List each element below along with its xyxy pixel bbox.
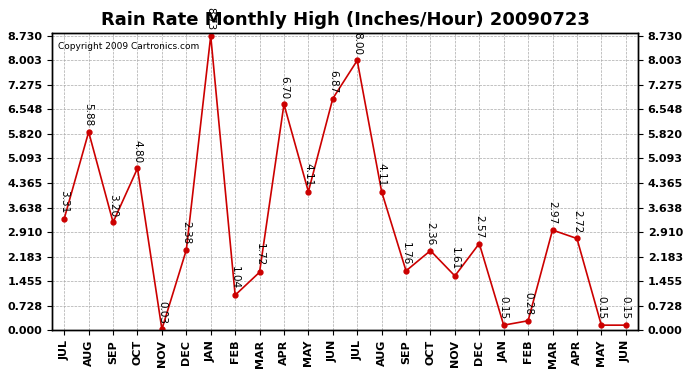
Text: 4.11: 4.11 — [304, 163, 313, 186]
Text: 1.04: 1.04 — [230, 267, 240, 290]
Text: 1.72: 1.72 — [255, 243, 264, 267]
Text: 6.87: 6.87 — [328, 70, 338, 93]
Text: 6.70: 6.70 — [279, 76, 289, 99]
Text: 2.57: 2.57 — [474, 215, 484, 238]
Text: 0.28: 0.28 — [523, 292, 533, 315]
Text: 1.61: 1.61 — [450, 247, 460, 270]
Text: 2.97: 2.97 — [547, 201, 558, 225]
Text: Copyright 2009 Cartronics.com: Copyright 2009 Cartronics.com — [58, 42, 199, 51]
Text: 2.72: 2.72 — [572, 210, 582, 233]
Text: 3.31: 3.31 — [59, 190, 69, 213]
Text: 2.38: 2.38 — [181, 221, 191, 245]
Title: Rain Rate Monthly High (Inches/Hour) 20090723: Rain Rate Monthly High (Inches/Hour) 200… — [101, 10, 589, 28]
Text: 4.11: 4.11 — [377, 163, 386, 186]
Text: 0.15: 0.15 — [621, 297, 631, 320]
Text: 3.20: 3.20 — [108, 194, 118, 217]
Text: 2.36: 2.36 — [426, 222, 435, 245]
Text: 1.76: 1.76 — [401, 242, 411, 265]
Text: 0.15: 0.15 — [499, 297, 509, 320]
Text: 0.03: 0.03 — [157, 301, 167, 324]
Text: 8.73: 8.73 — [206, 7, 216, 30]
Text: 0.15: 0.15 — [596, 297, 607, 320]
Text: 5.88: 5.88 — [83, 103, 94, 126]
Text: 4.80: 4.80 — [132, 140, 143, 163]
Text: 8.00: 8.00 — [352, 32, 362, 55]
